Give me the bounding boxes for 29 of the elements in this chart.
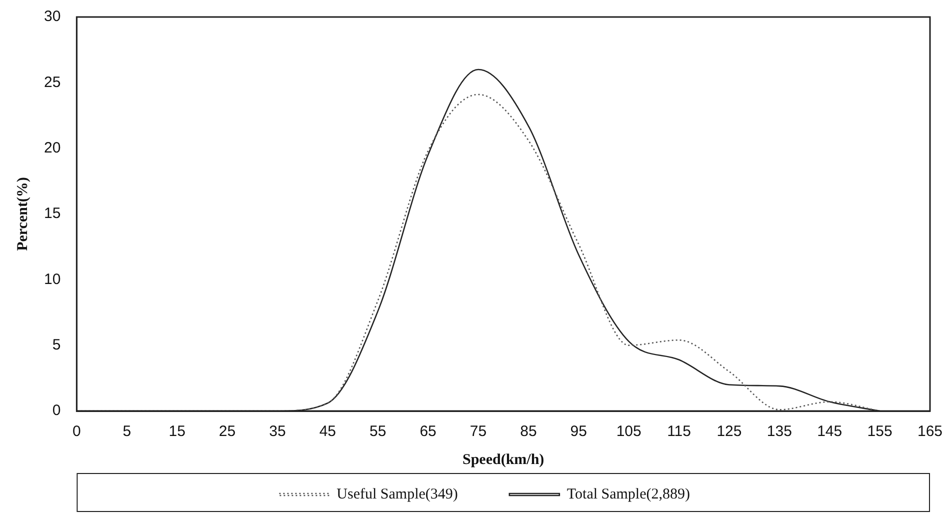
x-tick-label: 55	[370, 423, 386, 440]
x-tick-label: 45	[319, 423, 336, 440]
legend-label: Useful Sample(349)	[336, 486, 496, 502]
x-tick-label: 125	[716, 423, 742, 440]
y-tick-label: 5	[52, 336, 61, 354]
y-tick-label: 30	[44, 8, 61, 26]
x-tick-label: 75	[470, 423, 487, 440]
y-tick-label: 0	[52, 402, 61, 420]
x-tick-label: 65	[420, 423, 436, 440]
x-tick-label: 145	[817, 423, 842, 440]
legend-label: Total Sample(2,889)	[566, 486, 728, 502]
y-tick-label: 20	[44, 139, 61, 156]
y-axis-title: Percent(%)	[14, 177, 31, 251]
x-tick-label: 15	[168, 423, 186, 440]
y-tick-label: 25	[44, 74, 61, 91]
y-tick-label: 15	[44, 205, 61, 222]
x-tick-label: 85	[520, 423, 537, 440]
x-tick-label: 35	[269, 423, 286, 440]
x-axis-title: Speed(km/h)	[462, 452, 544, 468]
x-tick-label: 115	[667, 423, 691, 440]
y-tick-label: 10	[44, 270, 61, 288]
x-tick-label: 155	[867, 423, 892, 440]
x-tick-label: 95	[570, 423, 587, 440]
x-tick-label: 165	[917, 423, 943, 440]
x-tick-label: 105	[616, 423, 642, 440]
x-tick-label: 25	[218, 423, 236, 440]
x-tick-label: 5	[122, 423, 132, 440]
x-tick-label: 135	[766, 423, 792, 440]
x-tick-label: 0	[72, 423, 81, 440]
